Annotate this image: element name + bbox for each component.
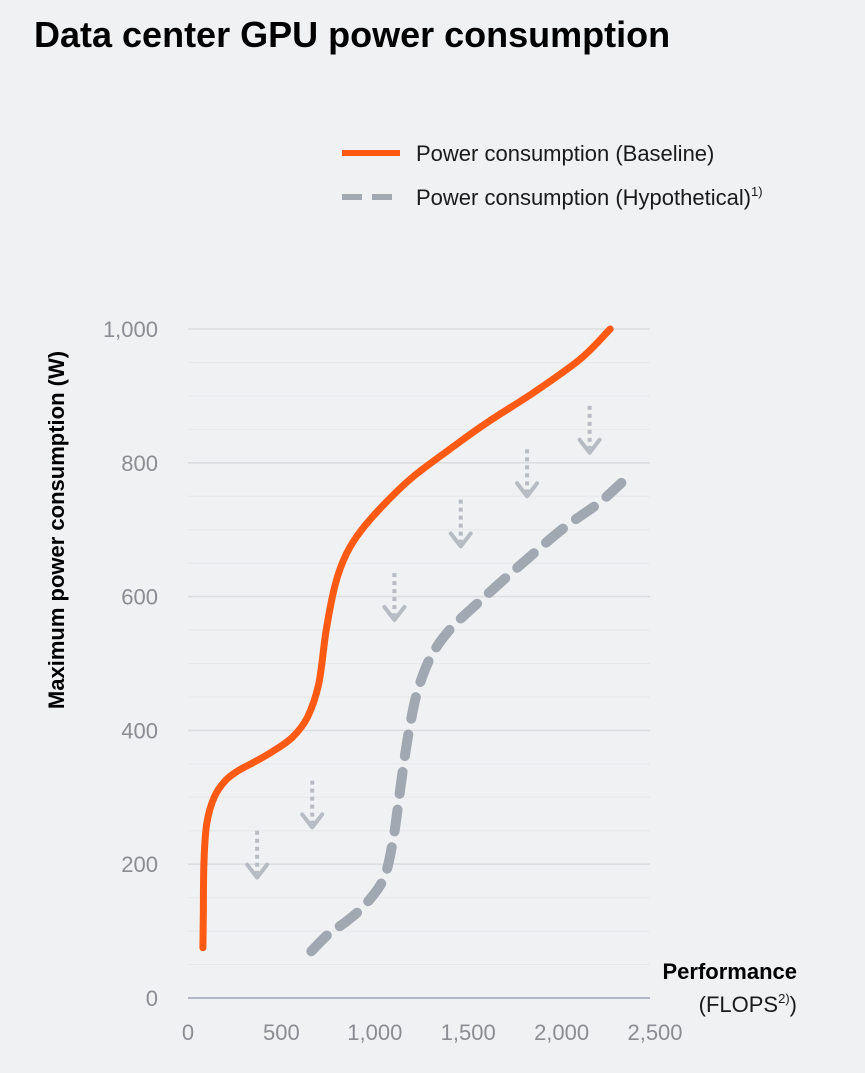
series-baseline-line	[199, 325, 614, 952]
reduction-arrow-head	[245, 862, 270, 880]
reduction-arrow-head	[448, 531, 473, 549]
reduction-arrow-head	[300, 812, 325, 830]
legend-baseline-label: Power consumption (Baseline)	[416, 141, 714, 166]
y-tick-label: 1,000	[103, 317, 158, 342]
y-tick-label: 600	[121, 585, 158, 610]
x-axis-label: Performance	[662, 959, 797, 984]
x-tick-label: 2,000	[534, 1020, 589, 1045]
reduction-arrow-head	[382, 605, 407, 623]
y-tick-label: 400	[121, 718, 158, 743]
reduction-arrow-head	[577, 437, 602, 455]
legend-hypothetical-text: Power consumption (Hypothetical)	[416, 185, 751, 210]
x-tick-label: 1,000	[347, 1020, 402, 1045]
x-tick-label: 1,500	[441, 1020, 496, 1045]
x-tick-label: 0	[182, 1020, 194, 1045]
reduction-arrow	[448, 499, 473, 549]
reduction-arrow	[577, 405, 602, 455]
reduction-arrow	[245, 830, 270, 880]
reduction-arrow-head	[515, 481, 540, 499]
reduction-arrow	[300, 780, 325, 830]
y-tick-label: 800	[121, 451, 158, 476]
x-axis-ticks: 0 500 1,000 1,500 2,000 2,500	[182, 1020, 683, 1045]
x-axis-unit-close: )	[790, 992, 797, 1017]
x-tick-label: 2,500	[627, 1020, 682, 1045]
y-tick-label: 200	[121, 852, 158, 877]
gridlines	[188, 328, 650, 966]
reduction-arrow	[382, 573, 407, 623]
x-tick-label: 500	[263, 1020, 300, 1045]
x-axis-unit: (FLOPS2))	[699, 991, 797, 1017]
series-hypothetical-line	[306, 477, 627, 957]
y-axis-label: Maximum power consumption (W)	[44, 351, 69, 709]
legend-hypothetical-label: Power consumption (Hypothetical)1)	[416, 184, 763, 210]
legend: Power consumption (Baseline) Power consu…	[342, 141, 763, 210]
x-axis-unit-text: (FLOPS	[699, 992, 778, 1017]
y-axis-ticks: 0 200 400 600 800 1,000	[103, 317, 158, 1011]
legend-hypothetical-footnote: 1)	[751, 184, 763, 199]
series-lines	[199, 325, 627, 957]
x-axis-unit-footnote: 2)	[778, 991, 790, 1006]
reduction-arrows	[245, 405, 602, 880]
reduction-arrow	[515, 449, 540, 499]
y-tick-label: 0	[146, 986, 158, 1011]
chart-title: Data center GPU power consumption	[34, 14, 671, 55]
